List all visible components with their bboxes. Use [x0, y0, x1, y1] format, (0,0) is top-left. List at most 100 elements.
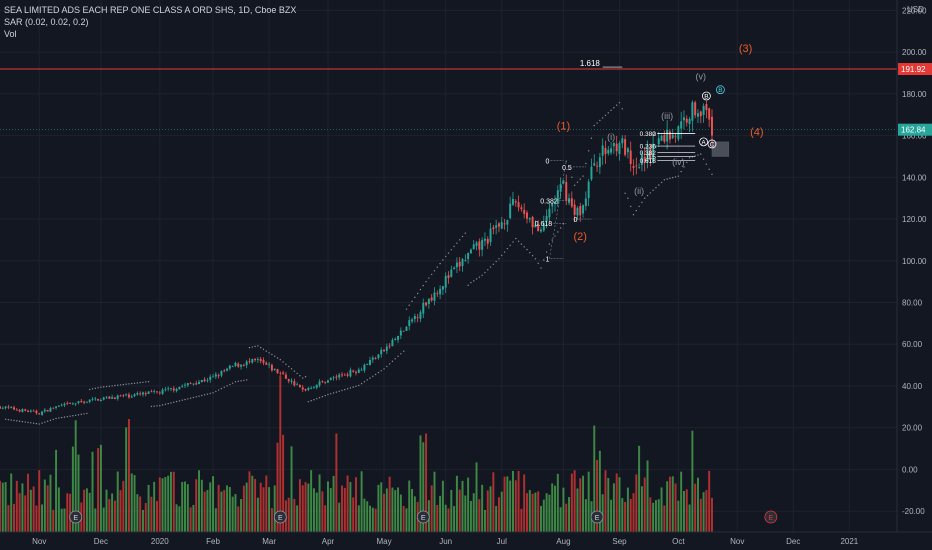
volume-bar — [601, 494, 604, 532]
sar-dot — [80, 413, 82, 416]
sar-dot — [346, 388, 349, 390]
candle-body — [155, 391, 158, 393]
price-tick-label: 120.00 — [902, 215, 927, 224]
candle-body — [186, 383, 189, 386]
candle-body — [624, 139, 627, 155]
sar-dot — [117, 384, 119, 386]
sar-dot — [338, 390, 340, 393]
sar-dot — [290, 368, 293, 370]
symbol-title[interactable]: SEA LIMITED ADS EACH REP ONE CLASS A ORD… — [4, 5, 297, 15]
sar-dot — [400, 353, 402, 355]
earnings-marker — [273, 510, 287, 524]
candle-body — [503, 223, 506, 225]
volume-bar — [259, 482, 262, 532]
volume-bar — [657, 499, 660, 532]
volume-bar — [677, 500, 680, 532]
wave-circle-label: C — [710, 141, 715, 148]
wave-label-gray: (v) — [696, 71, 707, 81]
sar-indicator-label[interactable]: SAR (0.02, 0.02, 0.2) — [4, 17, 89, 27]
candle-body — [638, 167, 641, 169]
volume-bar — [559, 507, 562, 532]
sar-dot — [374, 373, 377, 376]
volume-bar — [256, 497, 259, 532]
volume-indicator-label[interactable]: Vol — [4, 29, 17, 39]
volume-bar — [287, 497, 290, 532]
candle-body — [49, 408, 52, 412]
volume-bar — [304, 482, 307, 532]
sar-dot — [226, 385, 228, 387]
sar-dot — [212, 392, 214, 394]
volume-bar — [674, 483, 677, 532]
price-tick-label: 180.00 — [902, 90, 927, 99]
fib-level-label: 0.618 — [535, 221, 553, 228]
sar-dot — [688, 157, 691, 159]
volume-bar — [632, 493, 635, 532]
volume-bar — [231, 496, 234, 532]
volume-bar — [556, 473, 559, 532]
wave-label-orange: (4) — [750, 127, 763, 139]
volume-bar — [105, 489, 108, 532]
volume-bar — [691, 430, 694, 532]
sar-dot — [94, 387, 97, 390]
candle-body — [528, 218, 531, 220]
volume-bar — [1, 482, 4, 532]
candle-body — [226, 368, 229, 371]
candle-body — [245, 361, 248, 366]
volume-bar — [245, 482, 248, 532]
sar-dot — [209, 392, 211, 395]
candle-body — [427, 298, 430, 304]
volume-bar — [144, 503, 147, 532]
candle-body — [66, 403, 69, 404]
volume-bar — [408, 480, 411, 532]
candle-body — [682, 117, 685, 121]
volume-bar — [282, 434, 285, 532]
sar-dot — [321, 395, 324, 398]
candle-body — [492, 227, 495, 230]
sar-dot — [529, 251, 531, 254]
sar-dot — [391, 360, 394, 363]
volume-bar — [41, 504, 44, 532]
candle-body — [91, 398, 94, 400]
candle-body — [559, 184, 562, 192]
volume-bar — [610, 499, 613, 532]
candle-body — [175, 388, 178, 391]
candle-body — [270, 364, 273, 371]
candle-body — [119, 395, 122, 397]
volume-bar — [598, 450, 601, 532]
time-axis[interactable]: Nov Dec 2020 Feb Mar Apr May Jun Jul Aug Sep Oct Nov… — [0, 531, 932, 550]
sar-dot — [548, 243, 551, 245]
sar-dot — [60, 416, 63, 419]
volume-bar — [509, 480, 512, 532]
candle-body — [80, 400, 83, 402]
fib2-level-label: 0.382 — [640, 150, 657, 157]
candle-body — [495, 225, 498, 228]
sar-dot — [164, 403, 167, 406]
sar-dot — [203, 394, 206, 396]
sar-dot — [77, 414, 80, 416]
time-tick-label: Nov — [730, 537, 744, 546]
resistance-price-text: 191.92 — [901, 65, 926, 74]
volume-bar — [52, 509, 55, 532]
price-axis[interactable]: 220.00 200.00 180.00 160.00 140.00 120.00 100.… — [896, 0, 932, 550]
fib-level-label: 0.5 — [562, 165, 572, 172]
volume-bar — [35, 505, 38, 532]
candle-body — [649, 147, 652, 160]
candle-body — [273, 368, 276, 370]
volume-bar — [369, 505, 371, 532]
sar-dot — [425, 280, 427, 283]
candle-body — [10, 407, 13, 408]
sar-dot — [366, 379, 368, 381]
candle-body — [646, 145, 649, 163]
sar-dot — [245, 379, 248, 381]
volume-bar — [696, 477, 699, 532]
candle-body — [632, 166, 635, 168]
sar-dot — [419, 288, 422, 291]
candle-body — [582, 205, 585, 214]
candle-body — [240, 364, 243, 367]
volume-bar — [455, 475, 458, 532]
sar-dot — [568, 168, 570, 170]
candle-body — [402, 330, 405, 332]
sar-dot — [128, 383, 130, 385]
sar-dot — [587, 150, 590, 152]
